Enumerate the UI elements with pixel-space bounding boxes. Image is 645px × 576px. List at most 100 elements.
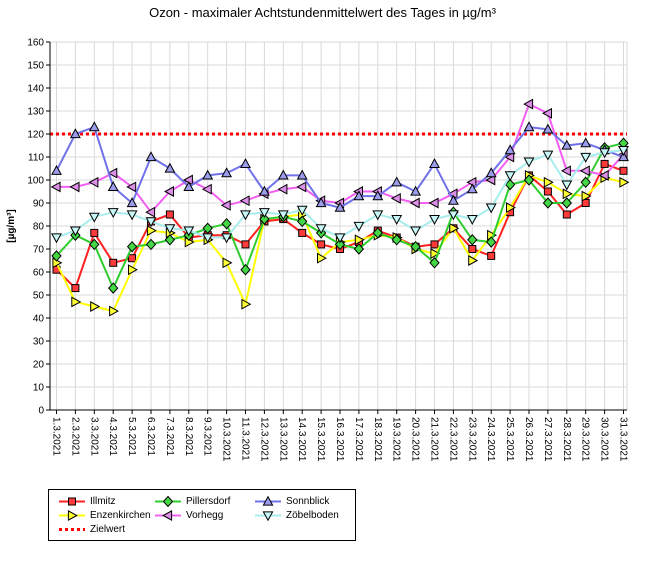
data-point-marker-triangle-left <box>390 192 401 204</box>
legend-symbol <box>59 510 85 521</box>
data-point-marker-triangle-up <box>88 121 100 132</box>
legend-label: Sonnblick <box>286 496 330 507</box>
data-point-marker-diamond <box>372 227 383 239</box>
data-point-marker-triangle-right <box>241 298 252 310</box>
y-tick-label: 100 <box>27 176 44 187</box>
legend-box: Illmitz Pillersdorf Sonnblick Enzenkirchen V… <box>48 489 356 541</box>
data-point-marker-triangle-left <box>145 206 156 218</box>
data-point-marker-diamond <box>410 240 421 253</box>
x-tick-label: 3.3.2021 <box>88 417 99 456</box>
x-tick-label: 29.3.2021 <box>580 417 591 462</box>
data-point-marker-triangle-left <box>162 510 173 521</box>
data-point-marker-square <box>128 254 137 263</box>
data-point-marker-diamond <box>89 238 100 251</box>
data-point-marker-triangle-up <box>391 176 403 187</box>
data-point-marker-square <box>241 240 250 249</box>
data-point-marker-diamond <box>126 240 138 253</box>
x-tick-label: 8.3.2021 <box>183 417 194 456</box>
data-point-marker-square <box>317 240 326 249</box>
data-point-marker-triangle-right <box>543 176 554 188</box>
legend-label: Enzenkirchen <box>90 510 151 521</box>
y-tick-label: 40 <box>33 314 45 325</box>
data-point-marker-square <box>468 245 477 253</box>
data-point-marker-triangle-right <box>354 234 365 246</box>
data-point-marker-triangle-up <box>485 167 497 178</box>
legend-symbol <box>155 496 181 507</box>
y-tick-label: 20 <box>33 360 45 371</box>
x-tick-label: 14.3.2021 <box>296 417 307 462</box>
data-point-marker-triangle-left <box>69 181 80 193</box>
data-point-marker-diamond <box>486 236 497 248</box>
data-point-marker-triangle-up <box>69 128 81 139</box>
x-tick-label: 23.3.2021 <box>466 417 477 462</box>
legend-label: Pillersdorf <box>186 496 231 507</box>
data-point-marker-square <box>600 159 609 168</box>
data-point-marker-diamond <box>108 282 119 294</box>
x-tick-label: 15.3.2021 <box>315 417 326 462</box>
data-point-marker-triangle-down <box>599 148 611 159</box>
legend-item-zielwert: Zielwert <box>59 524 155 535</box>
data-point-marker-diamond <box>221 217 232 230</box>
data-point-marker-triangle-down <box>262 511 274 521</box>
data-point-marker-square <box>543 187 552 196</box>
data-point-marker-triangle-right <box>506 202 516 214</box>
x-tick-label: 25.3.2021 <box>504 417 515 462</box>
data-point-marker-triangle-left <box>485 174 496 186</box>
data-point-marker-triangle-down <box>88 212 100 223</box>
y-tick-label: 130 <box>27 107 44 118</box>
data-point-marker-triangle-up <box>183 181 195 191</box>
data-point-marker-triangle-left <box>542 107 552 119</box>
data-point-marker-diamond <box>164 234 176 246</box>
data-point-marker-triangle-left <box>523 98 534 110</box>
data-point-marker-triangle-left <box>579 165 590 177</box>
data-point-marker-triangle-down <box>296 205 308 216</box>
data-point-marker-triangle-left <box>428 197 439 209</box>
y-tick-label: 140 <box>27 84 44 95</box>
data-point-marker-triangle-down <box>51 233 62 244</box>
data-point-marker-diamond <box>504 178 516 191</box>
data-point-marker-triangle-down <box>372 210 384 221</box>
data-point-marker-triangle-up <box>353 190 365 201</box>
legend-symbol <box>255 511 281 521</box>
data-point-marker-triangle-down <box>410 226 422 237</box>
data-point-marker-diamond <box>202 222 213 235</box>
y-tick-label: 110 <box>28 153 44 164</box>
legend-symbol <box>59 528 85 531</box>
data-point-marker-triangle-up <box>202 169 214 180</box>
series-zöbelboden <box>51 146 629 244</box>
data-point-marker-triangle-up <box>296 169 308 180</box>
data-point-marker-triangle-up <box>504 144 516 155</box>
data-point-marker-diamond <box>145 238 157 251</box>
data-point-marker-diamond <box>467 234 478 246</box>
data-point-marker-triangle-up <box>618 151 629 162</box>
x-tick-label: 28.3.2021 <box>561 417 572 462</box>
data-point-marker-triangle-down <box>391 215 403 225</box>
data-point-marker-triangle-up <box>334 201 346 212</box>
legend-label: Illmitz <box>90 496 116 507</box>
legend-item-pillersdorf: Pillersdorf <box>155 496 255 507</box>
data-point-marker-triangle-down <box>202 233 214 244</box>
x-tick-label: 24.3.2021 <box>485 417 496 462</box>
x-tick-label: 12.3.2021 <box>258 417 269 462</box>
data-point-marker-diamond <box>391 234 402 246</box>
legend-item-vorhegg: Vorhegg <box>155 510 255 521</box>
x-tick-label: 11.3.2021 <box>240 417 251 461</box>
x-tick-label: 22.3.2021 <box>447 417 458 462</box>
legend-item-zöbelboden: Zöbelboden <box>255 510 347 521</box>
data-point-marker-triangle-up <box>221 167 233 178</box>
x-tick-label: 6.3.2021 <box>145 417 156 456</box>
x-tick-label: 18.3.2021 <box>372 417 383 462</box>
data-point-marker-triangle-left <box>50 181 61 193</box>
data-point-marker-triangle-up <box>429 158 440 168</box>
data-point-marker-triangle-left <box>409 197 420 209</box>
data-point-marker-triangle-down <box>561 180 573 191</box>
legend-spacer <box>255 524 347 535</box>
x-tick-label: 7.3.2021 <box>164 417 175 456</box>
legend-item-illmitz: Illmitz <box>59 496 155 507</box>
y-tick-label: 90 <box>33 199 45 210</box>
data-point-marker-triangle-down <box>429 215 440 225</box>
series-vorhegg <box>50 98 628 218</box>
legend-label: Vorhegg <box>186 510 224 521</box>
data-point-marker-triangle-down <box>107 208 119 219</box>
